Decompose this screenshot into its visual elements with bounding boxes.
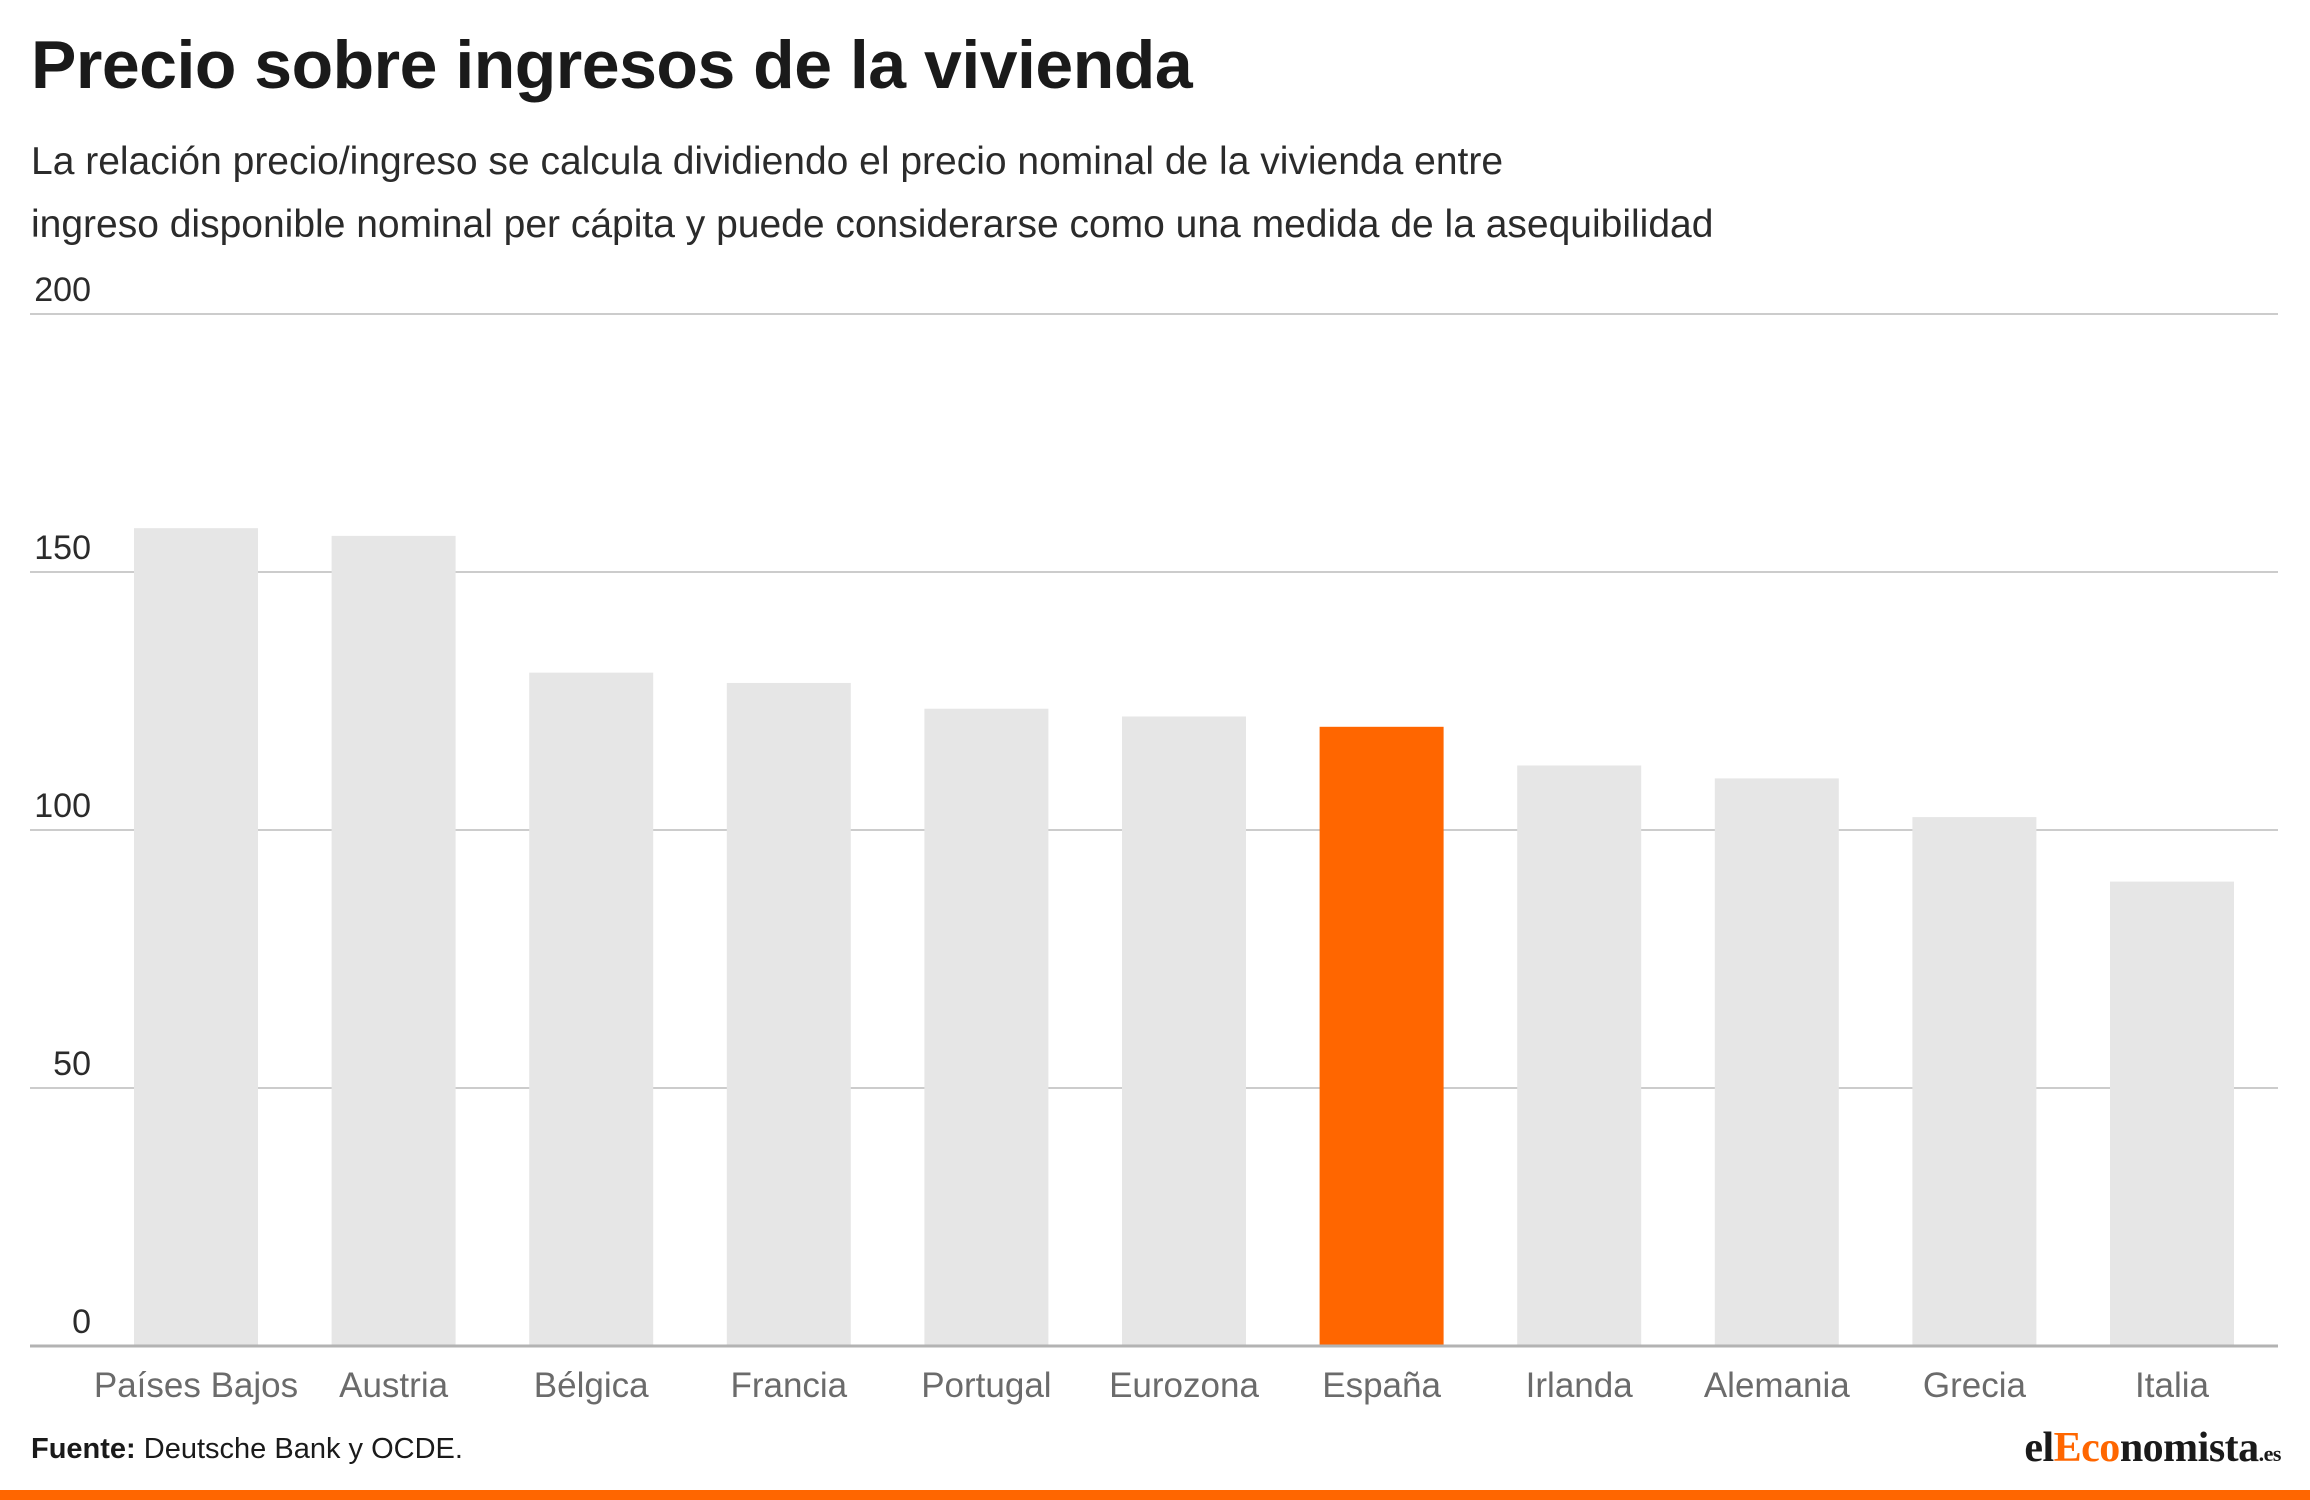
bar-6 <box>1319 726 1444 1346</box>
chart-subtitle: La relación precio/ingreso se calcula di… <box>31 130 2031 256</box>
x-category-label: Países Bajos <box>94 1366 298 1405</box>
logo: elEconomista.es <box>2024 1424 2281 1472</box>
subtitle-line-1: La relación precio/ingreso se calcula di… <box>31 140 1504 183</box>
x-category-label: Eurozona <box>1109 1366 1259 1405</box>
bar-2 <box>529 672 654 1346</box>
bar-3 <box>726 682 851 1346</box>
logo-suffix: nomista <box>2119 1425 2259 1471</box>
x-category-label: Alemania <box>1704 1366 1850 1405</box>
y-tick-label: 100 <box>34 787 91 825</box>
bar-0 <box>134 528 258 1346</box>
y-tick-label: 150 <box>34 529 91 567</box>
x-category-label: España <box>1322 1366 1441 1405</box>
logo-tld: .es <box>2258 1441 2282 1466</box>
bar-1 <box>331 535 456 1346</box>
x-category-label: Portugal <box>921 1366 1051 1405</box>
bottom-accent-bar <box>0 1490 2310 1500</box>
subtitle-line-2: ingreso disponible nominal per cápita y … <box>31 203 1714 246</box>
x-category-label: Francia <box>730 1366 847 1405</box>
y-tick-label: 50 <box>53 1045 91 1083</box>
source-text: Deutsche Bank y OCDE. <box>143 1433 463 1465</box>
x-category-label: Grecia <box>1923 1366 2027 1405</box>
source-label: Fuente: <box>31 1433 136 1465</box>
bar-10 <box>2110 881 2234 1346</box>
bar-9 <box>1912 817 2037 1346</box>
x-category-label: Austria <box>339 1366 448 1405</box>
y-tick-label: 0 <box>72 1303 91 1341</box>
x-category-label: Italia <box>2135 1366 2209 1405</box>
x-category-label: Irlanda <box>1526 1366 1634 1405</box>
bar-5 <box>1122 716 1246 1346</box>
logo-accent: Eco <box>2053 1425 2121 1471</box>
bar-7 <box>1517 765 1642 1346</box>
source-note: Fuente: Deutsche Bank y OCDE. <box>31 1433 463 1466</box>
bar-8 <box>1714 778 1839 1346</box>
logo-prefix: el <box>2024 1425 2054 1471</box>
y-tick-label: 200 <box>34 271 91 309</box>
x-category-label: Bélgica <box>534 1366 649 1405</box>
bar-4 <box>924 708 1049 1346</box>
chart-title: Precio sobre ingresos de la vivienda <box>31 27 1193 103</box>
